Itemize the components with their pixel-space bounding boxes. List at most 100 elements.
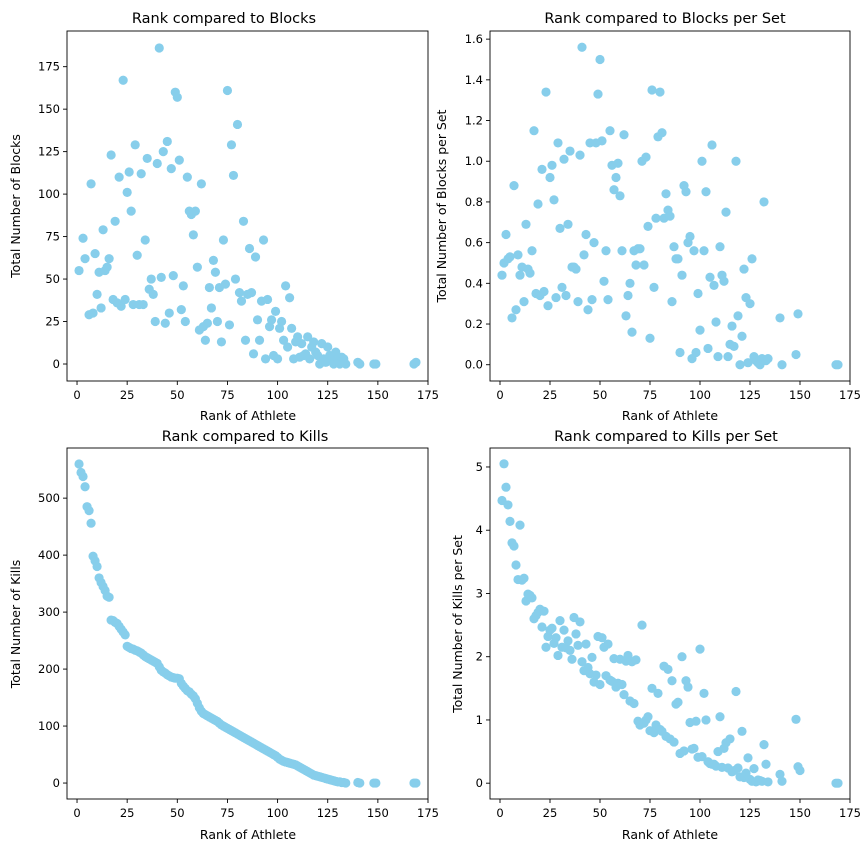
data-point (561, 290, 571, 301)
data-point (565, 645, 575, 655)
data-point (595, 54, 605, 65)
y-tick-label: 100 (38, 187, 60, 201)
data-point (176, 305, 186, 315)
data-point (216, 337, 227, 347)
data-point (136, 169, 146, 179)
data-point (719, 276, 729, 286)
data-point (148, 289, 158, 299)
data-point (603, 295, 613, 305)
data-point (285, 293, 295, 303)
data-point (701, 187, 711, 197)
data-point (545, 172, 555, 183)
data-point (833, 360, 843, 370)
data-point (731, 686, 741, 697)
data-point (733, 311, 743, 321)
data-point (685, 231, 695, 242)
data-point (132, 250, 142, 260)
data-point (715, 712, 725, 722)
data-point (104, 254, 114, 264)
y-tick-label: 0.4 (465, 276, 483, 290)
data-point (126, 206, 136, 216)
data-point (603, 639, 613, 649)
data-point (669, 737, 679, 747)
data-point (309, 337, 319, 347)
data-point (305, 354, 315, 364)
x-axis-ticks: 0 25 50 75 100 125 150 175 (496, 381, 861, 402)
data-point (777, 360, 787, 370)
data-point (287, 323, 297, 333)
data-point (577, 42, 587, 52)
data-point (254, 335, 265, 345)
x-tick-label: 175 (839, 806, 861, 820)
x-tick-label: 25 (543, 388, 558, 402)
data-point (651, 213, 661, 223)
data-point (505, 252, 515, 262)
x-tick-label: 100 (267, 388, 289, 402)
data-point (619, 690, 629, 700)
data-point (519, 573, 529, 583)
y-tick-label: 200 (38, 662, 60, 676)
data-point (341, 359, 351, 369)
y-axis-ticks: 0 100 200 300 400 500 (38, 491, 67, 790)
data-point (575, 617, 585, 627)
data-point (355, 359, 365, 369)
data-point (246, 288, 257, 298)
data-point (118, 75, 128, 85)
x-tick-label: 25 (120, 806, 135, 820)
x-tick-label: 50 (593, 806, 608, 820)
data-point (731, 156, 741, 166)
data-point (673, 697, 683, 707)
data-point (527, 593, 537, 603)
data-point (260, 354, 271, 364)
data-point (122, 187, 132, 198)
data-point (505, 516, 515, 526)
data-point (371, 359, 381, 369)
subplot-blocks: Rank compared to Blocks 0 25 50 75 100 125 150… (8, 11, 439, 423)
data-point (92, 561, 102, 572)
data-point (323, 342, 333, 352)
data-point (124, 167, 134, 177)
data-point (563, 636, 573, 646)
x-tick-label: 0 (496, 388, 503, 402)
data-point (266, 315, 277, 325)
x-axis-label: Rank of Athlete (622, 827, 718, 842)
data-point (204, 282, 214, 293)
data-point (293, 332, 303, 342)
data-point (591, 670, 601, 680)
data-point (218, 235, 229, 245)
data-point (673, 254, 683, 264)
data-point (609, 185, 619, 195)
data-point (168, 271, 178, 281)
data-point (533, 199, 543, 209)
x-axis-label: Rank of Athlete (622, 408, 718, 423)
data-point (283, 342, 293, 352)
data-point (745, 299, 755, 309)
data-point (96, 303, 106, 313)
data-point (559, 154, 569, 164)
data-point (503, 500, 513, 510)
data-point (759, 740, 769, 750)
data-point (154, 43, 164, 53)
y-tick-label: 0 (53, 357, 60, 371)
y-tick-label: 0.0 (465, 358, 483, 372)
data-point (643, 221, 653, 231)
data-point (559, 625, 569, 635)
plot-frame (489, 447, 851, 800)
data-point (703, 343, 713, 354)
data-point (507, 313, 517, 323)
data-point (763, 777, 773, 787)
data-point (597, 136, 607, 146)
data-point (499, 459, 509, 469)
data-point (595, 679, 605, 690)
x-tick-label: 75 (643, 388, 658, 402)
data-point (84, 506, 94, 516)
x-tick-label: 125 (317, 388, 339, 402)
data-point (164, 308, 174, 318)
data-point (649, 282, 659, 292)
data-point (303, 332, 313, 342)
data-point (667, 676, 677, 686)
data-point (653, 688, 663, 698)
data-point (701, 715, 711, 725)
data-point (577, 657, 587, 667)
data-point (515, 270, 525, 280)
